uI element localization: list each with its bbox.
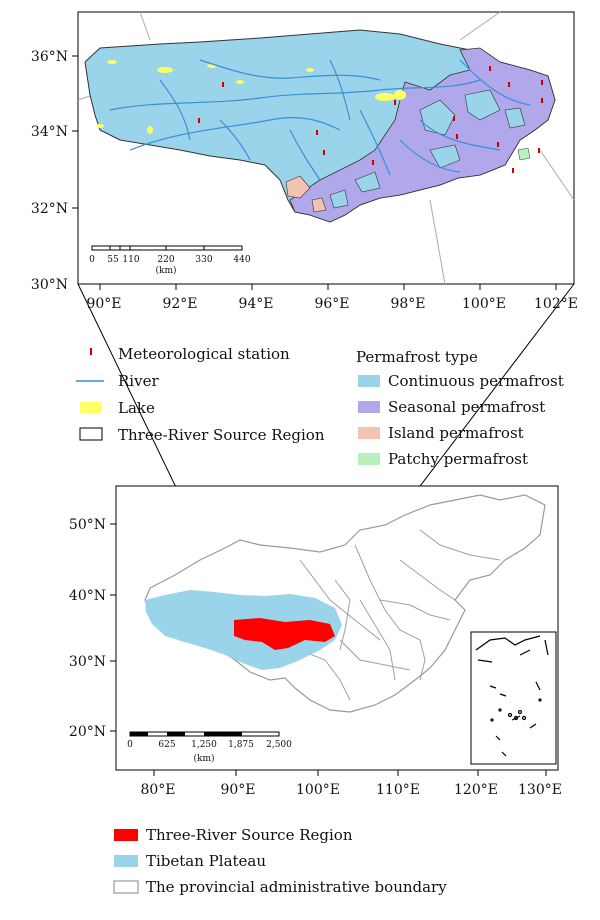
- bottom-scale-tick: 1,250: [191, 740, 217, 750]
- legend-item-label: Continuous permafrost: [388, 372, 564, 390]
- bottom-lat-label: 40°N: [69, 588, 106, 604]
- bottom-lat-label: 20°N: [69, 724, 106, 740]
- bottom-lat-label: 50°N: [69, 517, 106, 533]
- bottom-lon-label: 80°E: [140, 782, 175, 798]
- patchy-swatch: [358, 453, 380, 465]
- top-lat-label: 34°N: [31, 124, 68, 140]
- bottom-map: 0 625 1,250 1,875 2,500 (km) 50°N 40°N 3…: [69, 485, 562, 798]
- legend-item-label: Lake: [118, 399, 155, 417]
- top-scale-unit: (km): [155, 265, 176, 276]
- island-swatch: [358, 427, 380, 439]
- lake-swatch: [80, 402, 102, 413]
- legend-item-label: Tibetan Plateau: [146, 852, 266, 870]
- rivers: [109, 59, 531, 181]
- top-lon-label: 92°E: [162, 296, 197, 312]
- inset-islands: [475, 635, 549, 757]
- legend-title: Permafrost type: [356, 348, 478, 366]
- bottom-lat-label: 30°N: [69, 654, 106, 670]
- three-river-region-small: [234, 618, 335, 650]
- top-lon-label: 96°E: [314, 296, 349, 312]
- continuous-swatch: [358, 375, 380, 387]
- top-axis-ticks: [72, 55, 557, 290]
- legend-item-label: Patchy permafrost: [388, 450, 528, 468]
- top-scale-bar: 0 55 110 220 330 440 (km): [89, 245, 251, 276]
- top-lat-label: 36°N: [31, 49, 68, 65]
- inset-frame: [470, 631, 557, 765]
- bottom-lon-label: 100°E: [296, 782, 340, 798]
- provincial-boundaries: [299, 529, 501, 701]
- legend-item-label: River: [118, 372, 159, 390]
- top-scale-tick: 440: [233, 255, 250, 265]
- three-river-swatch: [114, 829, 138, 841]
- top-lon-label: 94°E: [238, 296, 273, 312]
- bottom-lon-label: 110°E: [376, 782, 420, 798]
- patchy-permafrost: [517, 147, 531, 161]
- legend-left: Meteorological station River Lake Three-…: [76, 345, 325, 444]
- bottom-lon-label: 120°E: [454, 782, 498, 798]
- bottom-lon-label: 130°E: [518, 782, 562, 798]
- continuous-patches: [329, 89, 526, 209]
- legend-item-label: Three-River Source Region: [118, 426, 325, 444]
- provincial-boundary-swatch: [113, 880, 139, 894]
- top-lon-label: 98°E: [390, 296, 425, 312]
- legend-bottom: Three-River Source Region Tibetan Platea…: [113, 826, 447, 896]
- top-lon-label: 100°E: [462, 296, 506, 312]
- top-lon-label: 90°E: [86, 296, 121, 312]
- top-scale-tick: 330: [195, 255, 212, 265]
- top-scale-tick: 0: [89, 255, 95, 265]
- top-scale-tick: 220: [157, 255, 174, 265]
- bottom-scale-tick: 2,500: [266, 740, 292, 750]
- top-lat-label: 30°N: [31, 277, 68, 293]
- station-icon: [90, 348, 92, 355]
- top-map-boundary-lines: [77, 11, 575, 285]
- bottom-scale-tick: 1,875: [228, 740, 254, 750]
- top-lat-label: 32°N: [31, 201, 68, 217]
- top-map: 0 55 110 220 330 440 (km) 36°N 34°N 32°N…: [31, 11, 578, 312]
- legend-right: Permafrost type Continuous permafrost Se…: [356, 348, 564, 468]
- legend-item-label: The provincial administrative boundary: [146, 878, 447, 896]
- bottom-axis-ticks: [110, 523, 547, 776]
- island-permafrost: [285, 175, 327, 213]
- stations: [198, 66, 543, 173]
- legend-item-label: Three-River Source Region: [146, 826, 353, 844]
- top-lon-label: 102°E: [534, 296, 578, 312]
- bottom-scale-tick: 625: [158, 740, 175, 750]
- legend-item-label: Seasonal permafrost: [388, 398, 545, 416]
- region-outline-swatch: [79, 427, 103, 441]
- tibetan-plateau-swatch: [114, 855, 138, 867]
- bottom-scale-bar: 0 625 1,250 1,875 2,500 (km): [127, 731, 292, 764]
- legend-item-label: Island permafrost: [388, 424, 524, 442]
- bottom-scale-unit: (km): [193, 753, 214, 764]
- legend-item-label: Meteorological station: [118, 345, 290, 363]
- top-scale-tick: 55: [107, 255, 119, 265]
- bottom-lon-label: 90°E: [220, 782, 255, 798]
- bottom-scale-tick: 0: [127, 740, 133, 750]
- top-scale-tick: 110: [122, 255, 139, 265]
- seasonal-swatch: [358, 401, 380, 413]
